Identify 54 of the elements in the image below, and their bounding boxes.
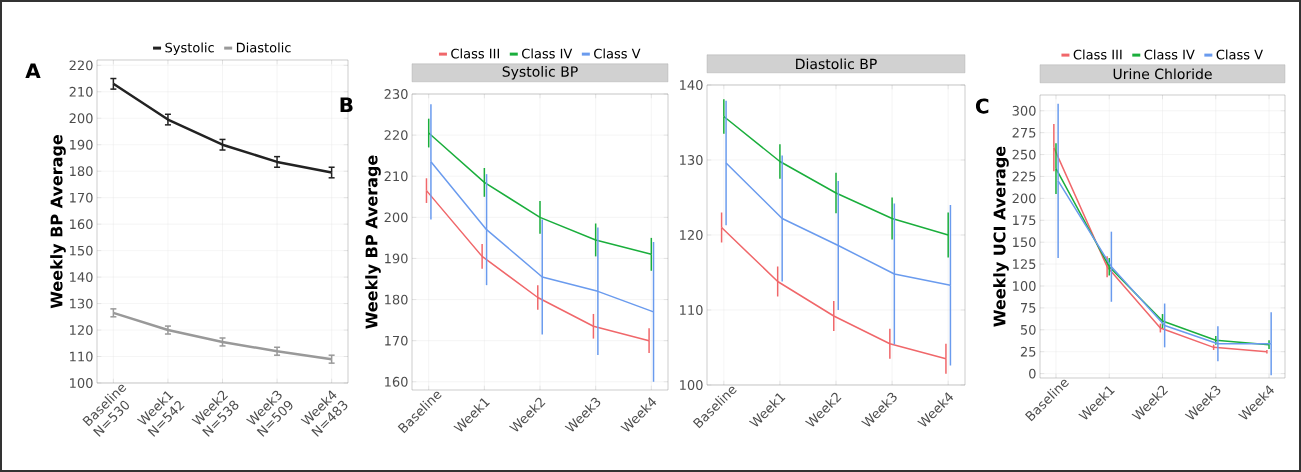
- y-tick-label: 190: [70, 139, 93, 150]
- y-tick-label: 210: [384, 171, 408, 182]
- legend-label: Class IV: [522, 48, 573, 59]
- y-tick-label: 210: [69, 86, 93, 97]
- legend-label: Class III: [1073, 49, 1122, 60]
- y-tick-label: 200: [69, 113, 93, 124]
- y-tick-label: 75: [1021, 303, 1036, 313]
- annotation: B: [340, 97, 353, 113]
- y-tick-label: 130: [70, 298, 93, 309]
- y-tick-label: 180: [385, 294, 408, 305]
- text: C: [975, 98, 989, 114]
- y-tick-label: 150: [1013, 237, 1036, 248]
- y-tick-label: 140: [680, 80, 703, 90]
- y-tick-label: 220: [69, 60, 93, 71]
- chart-title: Urine Chloride: [1113, 68, 1212, 80]
- legend-label: Class III: [451, 48, 499, 59]
- y-tick-label: 160: [70, 219, 93, 230]
- y-tick-label: 0: [1029, 368, 1036, 379]
- y-tick-label: 220: [384, 130, 408, 141]
- y-tick-label: 190: [385, 253, 408, 264]
- y-axis-title: Weekly BP Average: [50, 135, 66, 309]
- legend-label: Diastolic: [236, 42, 291, 53]
- legend-label: Class V: [1216, 49, 1263, 60]
- chart-title: Systolic BP: [502, 66, 578, 80]
- y-tick-label: 50: [1020, 324, 1036, 335]
- y-tick-label: 180: [70, 166, 93, 177]
- y-tick-label: 125: [1013, 259, 1036, 270]
- y-tick-label: 150: [70, 245, 93, 256]
- legend-label: Class V: [594, 48, 641, 59]
- y-tick-label: 110: [70, 351, 93, 362]
- y-tick-label: 25: [1020, 346, 1036, 357]
- y-tick-label: 230: [384, 89, 408, 99]
- legend-label: Class IV: [1144, 49, 1195, 60]
- y-tick-label: 130: [680, 155, 703, 165]
- y-tick-label: 120: [680, 230, 703, 240]
- y-tick-label: 170: [385, 335, 408, 346]
- y-tick-label: 160: [385, 376, 408, 387]
- y-tick-label: 250: [1012, 149, 1036, 160]
- legend-label: Systolic: [165, 42, 214, 55]
- y-axis-title: Weekly UCI Average: [993, 146, 1009, 327]
- y-tick-label: 300: [1012, 105, 1036, 116]
- y-tick-label: 140: [70, 272, 93, 283]
- chart-title: Diastolic BP: [796, 58, 877, 70]
- y-tick-label: 170: [70, 192, 93, 203]
- y-tick-label: 200: [384, 212, 408, 223]
- y-tick-label: 275: [1012, 127, 1036, 138]
- y-tick-label: 110: [680, 305, 703, 315]
- y-tick-label: 225: [1012, 171, 1036, 182]
- y-tick-label: 100: [1013, 281, 1036, 291]
- y-axis-title: Weekly BP Average: [365, 155, 381, 329]
- y-tick-label: 175: [1013, 215, 1036, 226]
- y-tick-label: 120: [70, 325, 93, 335]
- text: A: [25, 63, 41, 79]
- y-tick-label: 200: [1012, 193, 1036, 204]
